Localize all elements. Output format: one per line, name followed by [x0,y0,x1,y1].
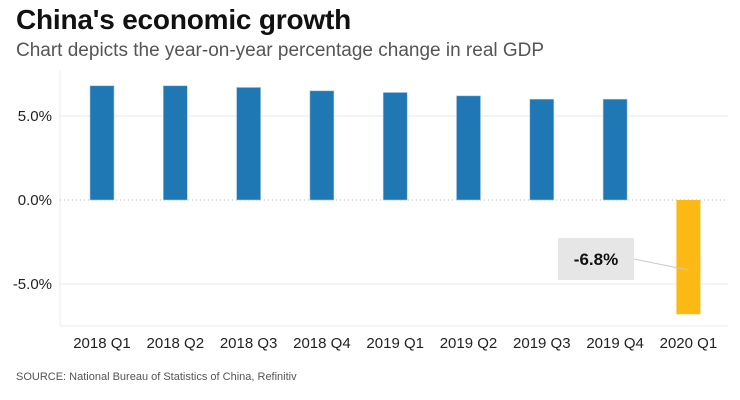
y-axis: 5.0% 0.0% -5.0% [13,108,52,293]
x-tick-label: 2019 Q1 [366,335,424,352]
y-tick-label: 0.0% [18,192,52,209]
x-tick-label: 2018 Q2 [147,335,205,352]
bar [163,85,188,201]
annotation-label: -6.8% [574,250,618,269]
annotation-leader-line [633,258,689,271]
x-tick-label: 2019 Q2 [440,335,498,352]
bar [602,98,628,201]
x-tick-label: 2019 Q4 [586,335,644,352]
x-tick-label: 2019 Q3 [513,335,571,352]
bar [456,95,481,201]
bar [236,87,261,201]
source-note: SOURCE: National Bureau of Statistics of… [16,371,297,383]
bar [89,85,115,201]
bar [676,200,701,315]
bars [89,85,701,315]
chart-title: China's economic growth [16,4,351,35]
x-axis: 2018 Q1 2018 Q2 2018 Q3 2018 Q4 2019 Q1 2019 … [73,335,717,352]
bar [382,92,408,201]
y-tick-label: -5.0% [13,276,52,293]
x-tick-label: 2018 Q3 [220,335,278,352]
y-tick-label: 5.0% [18,108,52,125]
bar [529,98,555,201]
x-tick-label: 2018 Q1 [73,335,131,352]
chart-subtitle: Chart depicts the year-on-year percentag… [16,40,545,61]
annotation: -6.8% [558,238,689,280]
bar [309,90,335,201]
x-tick-label: 2018 Q4 [293,335,351,352]
annotation-box [558,238,634,280]
x-tick-label: 2020 Q1 [660,335,718,352]
